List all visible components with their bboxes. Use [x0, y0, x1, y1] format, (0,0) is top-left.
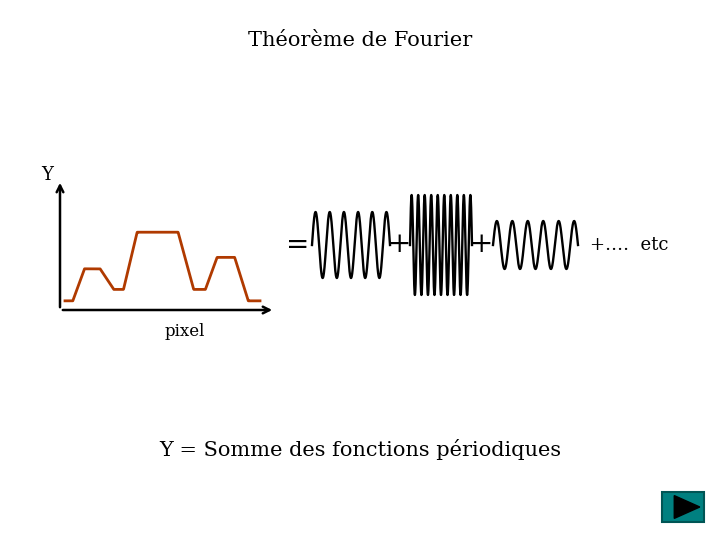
Text: Théorème de Fourier: Théorème de Fourier [248, 30, 472, 50]
Text: =: = [287, 232, 310, 259]
Text: +….  etc: +…. etc [590, 236, 668, 254]
FancyBboxPatch shape [662, 492, 704, 522]
Text: Y: Y [41, 166, 53, 184]
Polygon shape [674, 496, 700, 518]
Text: +: + [470, 232, 494, 259]
Text: +: + [388, 232, 412, 259]
Text: pixel: pixel [164, 323, 205, 341]
Text: Y = Somme des fonctions périodiques: Y = Somme des fonctions périodiques [159, 440, 561, 461]
